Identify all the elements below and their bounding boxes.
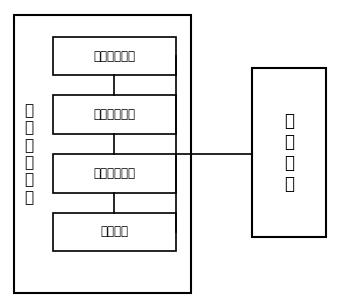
Bar <box>53 95 176 134</box>
Text: 图像比对单元: 图像比对单元 <box>93 167 135 180</box>
Bar <box>53 213 176 251</box>
Bar <box>53 154 176 192</box>
Text: 图像接收单元: 图像接收单元 <box>93 50 135 63</box>
Bar <box>14 15 191 293</box>
Bar <box>252 68 326 237</box>
Bar <box>53 37 176 75</box>
Text: 输出单元: 输出单元 <box>100 225 128 238</box>
Text: 图
像
分
析
模
块: 图 像 分 析 模 块 <box>25 103 33 205</box>
Text: 图像处理单元: 图像处理单元 <box>93 108 135 121</box>
Text: 控
制
模
块: 控 制 模 块 <box>284 112 294 193</box>
